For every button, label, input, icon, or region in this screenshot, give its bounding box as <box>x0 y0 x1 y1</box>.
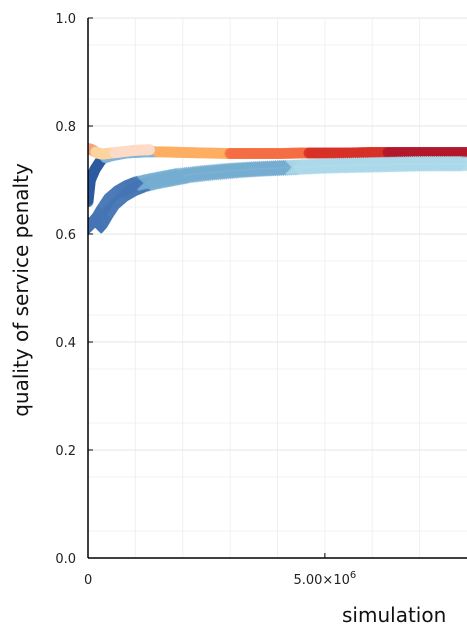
axis-labels: quality of service penalty simulation <box>9 163 446 627</box>
x-tick-label: 5.00×106 <box>293 570 356 588</box>
data-point-x <box>455 155 467 172</box>
y-tick-label: 0.8 <box>55 120 76 135</box>
y-tick-label: 0.2 <box>55 444 76 459</box>
data-point <box>461 146 467 158</box>
axes: 0.0 0.2 0.4 0.6 0.8 1.0 0 5.00×106 <box>55 12 467 588</box>
y-axis-label: quality of service penalty <box>9 163 33 417</box>
data-point-x <box>459 155 467 172</box>
data-marks <box>88 143 467 234</box>
x-tick-label: 0 <box>84 573 92 588</box>
y-tick-label: 0.4 <box>55 336 76 351</box>
y-tick-label: 0.6 <box>55 228 76 243</box>
data-point-x <box>457 155 467 172</box>
data-point-x <box>453 155 467 172</box>
y-tick-label: 0.0 <box>55 552 76 567</box>
x-axis-label: simulation <box>342 603 446 627</box>
y-tick-label: 1.0 <box>55 12 76 27</box>
grid <box>88 17 467 559</box>
data-point <box>144 144 156 156</box>
